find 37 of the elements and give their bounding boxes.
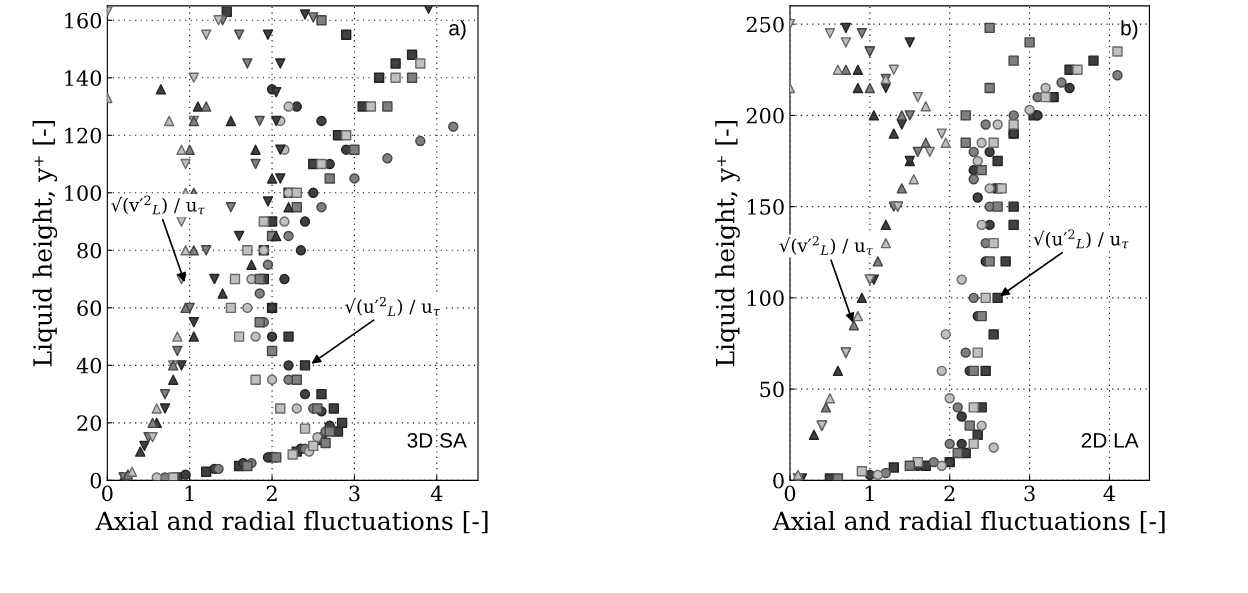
- annotation: a): [449, 20, 466, 40]
- annotation: √(v′$^{2}$$_{L}$) / u$_{τ}$: [111, 195, 205, 215]
- annotation: 3D SA: [407, 433, 467, 448]
- x-tick-label: 4: [430, 485, 443, 502]
- y-tick-label: 120: [65, 127, 102, 144]
- x-tick-label: 2: [944, 485, 955, 502]
- y-tick-label: 150: [747, 199, 784, 215]
- x-tick-label: 3: [349, 485, 360, 502]
- x-tick-label: 0: [784, 485, 796, 502]
- y-tick-label: 60: [77, 300, 102, 317]
- y-tick-label: 100: [747, 290, 784, 307]
- y-tick-label: 80: [77, 242, 102, 259]
- y-axis-title: Liquid height, y⁺ [-]: [32, 120, 58, 367]
- x-tick-label: 1: [185, 485, 194, 502]
- y-tick-label: 140: [65, 70, 102, 87]
- x-axis-title: Axial and radial fluctuations [-]: [95, 510, 488, 534]
- y-tick-label: 100: [65, 185, 102, 202]
- y-tick-label: 160: [65, 12, 102, 29]
- y-tick-label: 0: [90, 472, 102, 489]
- x-tick-label: 4: [1103, 485, 1116, 502]
- annotation: √(u′$^{2}$$_{L}$) / u$_{τ}$: [345, 296, 441, 316]
- annotation: √(v′$^{2}$$_{L}$) / u$_{τ}$: [779, 235, 873, 255]
- y-tick-label: 20: [77, 415, 102, 432]
- annotation: b): [1121, 20, 1138, 40]
- x-tick-label: 1: [865, 485, 874, 502]
- y-tick-label: 250: [746, 16, 784, 33]
- y-axis-title: Liquid height, y⁺ [-]: [715, 120, 740, 367]
- x-tick-label: 0: [102, 485, 113, 502]
- y-tick-label: 40: [76, 357, 102, 374]
- x-axis-title: Axial and radial fluctuations [-]: [772, 510, 1165, 534]
- annotation: 2D LA: [1081, 433, 1139, 448]
- x-tick-label: 3: [1024, 485, 1035, 502]
- y-tick-label: 0: [773, 472, 784, 489]
- annotation: √(u′$^{2}$$_{L}$) / u$_{τ}$: [1033, 229, 1129, 249]
- y-tick-label: 200: [746, 107, 784, 124]
- x-tick-label: 2: [266, 485, 277, 502]
- y-tick-label: 50: [760, 381, 784, 398]
